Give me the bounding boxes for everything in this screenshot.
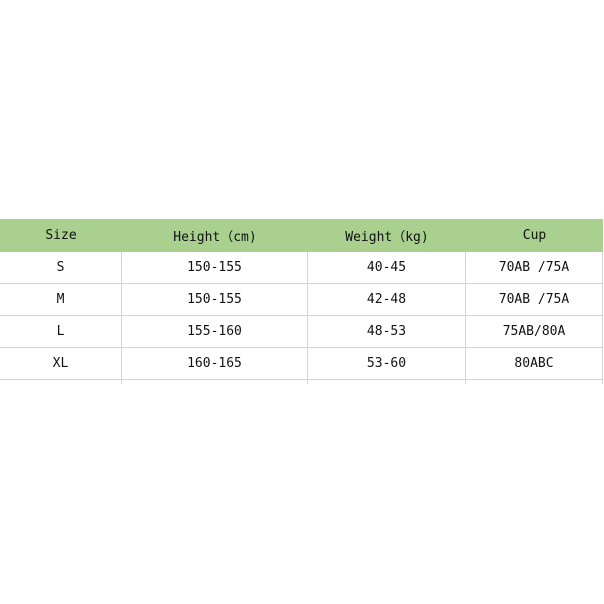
table-row: M 150-155 42-48 70AB /75A [0, 284, 603, 316]
table-row: S 150-155 40-45 70AB /75A [0, 252, 603, 284]
divider [466, 380, 603, 384]
cell-cup: 70AB /75A [466, 252, 603, 283]
cell-weight: 53-60 [308, 348, 466, 379]
table-row: L 155-160 48-53 75AB/80A [0, 316, 603, 348]
cell-cup: 80ABC [466, 348, 603, 379]
table-row: XL 160-165 53-60 80ABC [0, 348, 603, 380]
table-stub [0, 380, 603, 384]
cell-height: 150-155 [122, 252, 308, 283]
cell-weight: 48-53 [308, 316, 466, 347]
header-cup: Cup [522, 228, 547, 243]
divider [308, 380, 466, 384]
divider [122, 380, 308, 384]
cell-cup: 75AB/80A [466, 316, 603, 347]
cell-size: L [0, 316, 122, 347]
cell-cup: 70AB /75A [466, 284, 603, 315]
table-header: Size Height（cm) Weight（kg) Cup [0, 219, 603, 252]
cell-height: 155-160 [122, 316, 308, 347]
cell-size: M [0, 284, 122, 315]
cell-height: 160-165 [122, 348, 308, 379]
cell-size: XL [0, 348, 122, 379]
cell-weight: 40-45 [308, 252, 466, 283]
cell-height: 150-155 [122, 284, 308, 315]
header-height: Height（cm) [173, 230, 257, 245]
divider [0, 380, 122, 384]
cell-weight: 42-48 [308, 284, 466, 315]
size-chart-table: Size Height（cm) Weight（kg) Cup S 150-155 4… [0, 219, 603, 384]
header-size: Size [45, 228, 77, 243]
header-weight: Weight（kg) [345, 230, 429, 245]
cell-size: S [0, 252, 122, 283]
